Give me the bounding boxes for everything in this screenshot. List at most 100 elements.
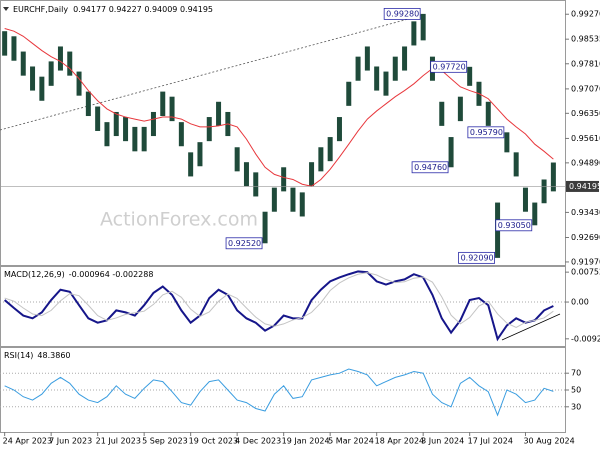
ohlc-bar [67, 51, 73, 76]
indicator-line [4, 368, 554, 417]
ohlc-bar [327, 137, 333, 162]
trend-line [0, 14, 424, 131]
price-title: EURCHF,Daily 0.94177 0.94227 0.94009 0.94… [13, 5, 213, 14]
price-annotation [430, 60, 468, 73]
y-tick-label: 70 [571, 369, 581, 378]
ohlc-bar [95, 106, 101, 131]
rsi-value: 48.3860 [37, 351, 70, 360]
ohlc-values: 0.94177 0.94227 0.94009 0.94195 [73, 5, 213, 14]
ohlc-bar [188, 152, 194, 177]
ohlc-bar [104, 122, 110, 147]
ohlc-bar [485, 101, 491, 126]
indicator-line [4, 270, 554, 342]
x-tick-label: 3 Jun 2024 [421, 437, 464, 446]
price-annotation-label: 0.93050 [498, 221, 531, 230]
x-tick-label: 5 Mar 2024 [328, 437, 374, 446]
ohlc-bar [160, 91, 166, 117]
ohlc-bar [20, 51, 26, 76]
price-annotation [383, 7, 421, 20]
ohlc-bar [299, 192, 305, 217]
y-tick-label: 0.98535 [571, 35, 600, 44]
ohlc-bar [420, 13, 426, 41]
ohlc-bar [234, 147, 240, 172]
ohlc-bar [281, 167, 287, 192]
y-tick-label: 0.007525 [571, 268, 600, 277]
ohlc-bar [411, 21, 417, 46]
moving-average [4, 28, 554, 187]
ohlc-bar [457, 96, 463, 122]
ohlc-bar [85, 91, 91, 117]
ohlc-bar [39, 76, 45, 101]
price-annotation [495, 219, 533, 232]
ohlc-bar [243, 162, 249, 187]
ohlc-bar [309, 162, 315, 187]
ohlc-bar [262, 211, 268, 244]
macd-values: -0.000964 -0.002288 [69, 270, 154, 279]
ohlc-bar [402, 46, 408, 71]
x-tick-label: 18 Apr 2024 [375, 437, 424, 446]
collapse-icon [3, 7, 9, 11]
price-annotation [225, 237, 263, 250]
x-tick-label: 24 Apr 2023 [3, 437, 52, 446]
price-panel [0, 0, 566, 266]
ohlc-bar [318, 147, 324, 172]
ohlc-bar [448, 137, 454, 168]
ohlc-bar [11, 36, 17, 61]
ohlc-bar [364, 46, 370, 71]
ohlc-bar [504, 132, 510, 153]
ohlc-bar [513, 152, 519, 177]
ohlc-bar [141, 126, 147, 152]
ohlc-bar [336, 117, 342, 142]
ohlc-bar [550, 162, 556, 192]
price-annotation-label: 0.99280 [386, 9, 419, 18]
x-tick-label: 5 Sep 2023 [142, 437, 188, 446]
ohlc-bar [253, 172, 259, 197]
y-tick-label: 30 [571, 402, 581, 411]
x-tick-label: 19 Jan 2024 [282, 437, 330, 446]
x-tick-label: 30 Aug 2024 [523, 437, 574, 446]
ohlc-bar [197, 142, 203, 167]
price-annotation-label: 0.92090 [461, 253, 494, 262]
ohlc-bar [271, 187, 277, 212]
ohlc-bar [392, 56, 398, 81]
ohlc-bar [374, 66, 380, 91]
macd-title: MACD(12,26,9) -0.000964 -0.002288 [4, 270, 153, 279]
ohlc-bar [522, 187, 528, 212]
price-annotation-label: 0.97720 [433, 62, 466, 71]
ohlc-bar [132, 126, 138, 152]
price-annotation [411, 161, 449, 174]
ohlc-bar [76, 71, 82, 96]
ohlc-bar [123, 117, 129, 142]
x-tick-label: 19 Oct 2023 [189, 437, 238, 446]
title: MACD(12,26,9) [4, 270, 65, 279]
ohlc-bar [30, 66, 36, 91]
rsi-title: RSI(14) 48.3860 [4, 351, 71, 360]
title: EURCHF,Daily [13, 5, 68, 14]
ohlc-bar [169, 96, 175, 122]
ohlc-bar [206, 117, 212, 142]
ohlc-bar [48, 61, 54, 86]
ohlc-bar [290, 187, 296, 212]
price-annotation-label: 0.94760 [414, 163, 447, 172]
macd-panel [0, 266, 566, 347]
ohlc-bar [178, 122, 184, 147]
ohlc-bar [216, 101, 222, 126]
watermark: ActionForex.com [100, 209, 258, 231]
ohlc-bar [541, 179, 547, 204]
ohlc-bar [113, 111, 119, 137]
indicator-line [4, 272, 554, 329]
ohlc-bar [383, 71, 389, 96]
ohlc-bar [439, 101, 445, 126]
x-tick-label: 17 Jul 2024 [468, 437, 513, 446]
price-annotation [458, 251, 495, 264]
